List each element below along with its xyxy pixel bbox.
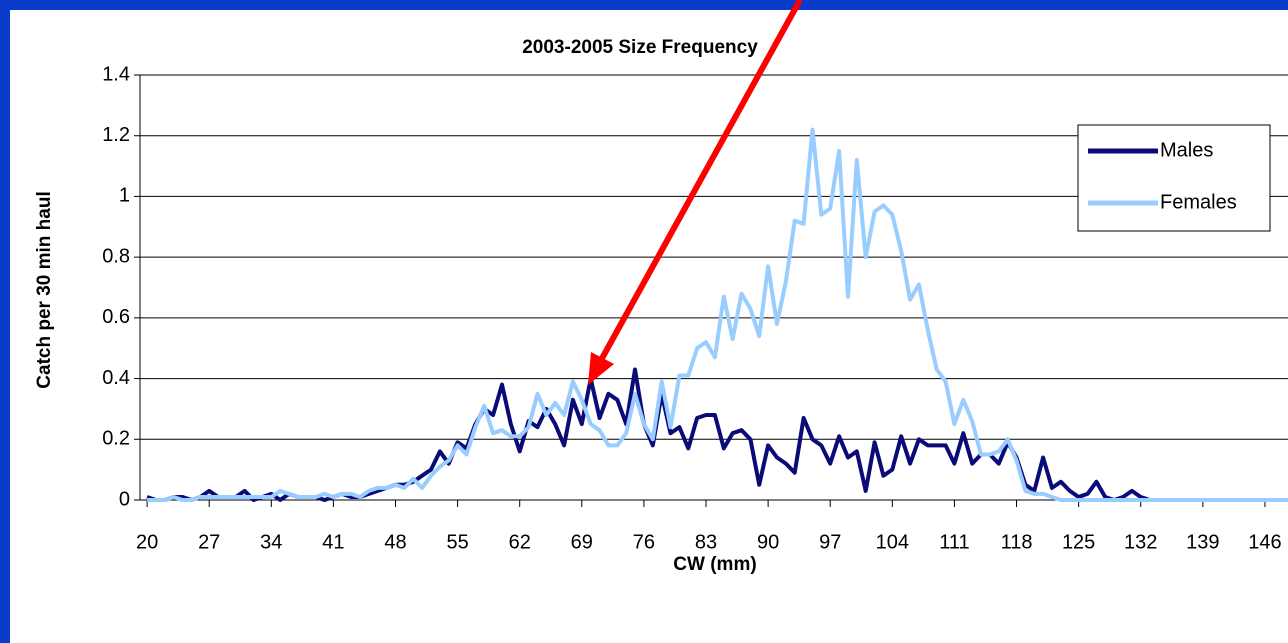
y-tick-label: 0.6 [102, 306, 130, 328]
x-axis-label: CW (mm) [673, 554, 756, 575]
x-tick-label: 90 [757, 531, 779, 553]
y-tick-label: 0.8 [102, 245, 130, 267]
y-tick-label: 1.4 [102, 63, 130, 85]
arrow-head [588, 352, 614, 385]
x-tick-label: 76 [633, 531, 655, 553]
x-tick-label: 34 [260, 531, 282, 553]
x-tick-label: 41 [322, 531, 344, 553]
x-tick-label: 20 [136, 531, 158, 553]
legend-box [1077, 124, 1271, 232]
x-tick-label: 111 [939, 531, 969, 553]
y-axis-label: Catch per 30 min haul [34, 191, 55, 388]
legend-label: Females [1160, 191, 1237, 213]
y-tick-label: 0.4 [102, 367, 130, 389]
annotation-arrow [597, 0, 803, 364]
chart-title: 2003-2005 Size Frequency [522, 37, 758, 58]
x-tick-label: 69 [571, 531, 593, 553]
series-line [147, 127, 1288, 502]
x-tick-label: 48 [384, 531, 406, 553]
x-tick-label: 132 [1124, 531, 1157, 553]
plot-area: 0 0.2 0.4 0.6 0.8 1 1.2 1.4 20 27 34 41 48 55 62 69 76 83… [102, 63, 1288, 553]
x-tick-label: 146 [1248, 531, 1281, 553]
y-tick-label: 1 [119, 185, 130, 207]
legend: Males Females [1077, 124, 1271, 232]
x-tick-label: 139 [1186, 531, 1219, 553]
x-tick-label: 55 [446, 531, 468, 553]
x-tick-label: 125 [1062, 531, 1095, 553]
y-tick-label: 0.2 [102, 428, 130, 450]
x-tick-label: 27 [198, 531, 220, 553]
x-tick-label: 97 [819, 531, 841, 553]
x-tick-label: 83 [695, 531, 717, 553]
x-tick-label: 62 [509, 531, 531, 553]
y-tick-label: 1.2 [102, 124, 130, 146]
x-tick-label: 104 [876, 531, 909, 553]
x-tick-label: 118 [1001, 531, 1033, 553]
slide-panel [10, 10, 1288, 643]
legend-label: Males [1160, 139, 1213, 161]
y-tick-label: 0 [119, 488, 130, 510]
